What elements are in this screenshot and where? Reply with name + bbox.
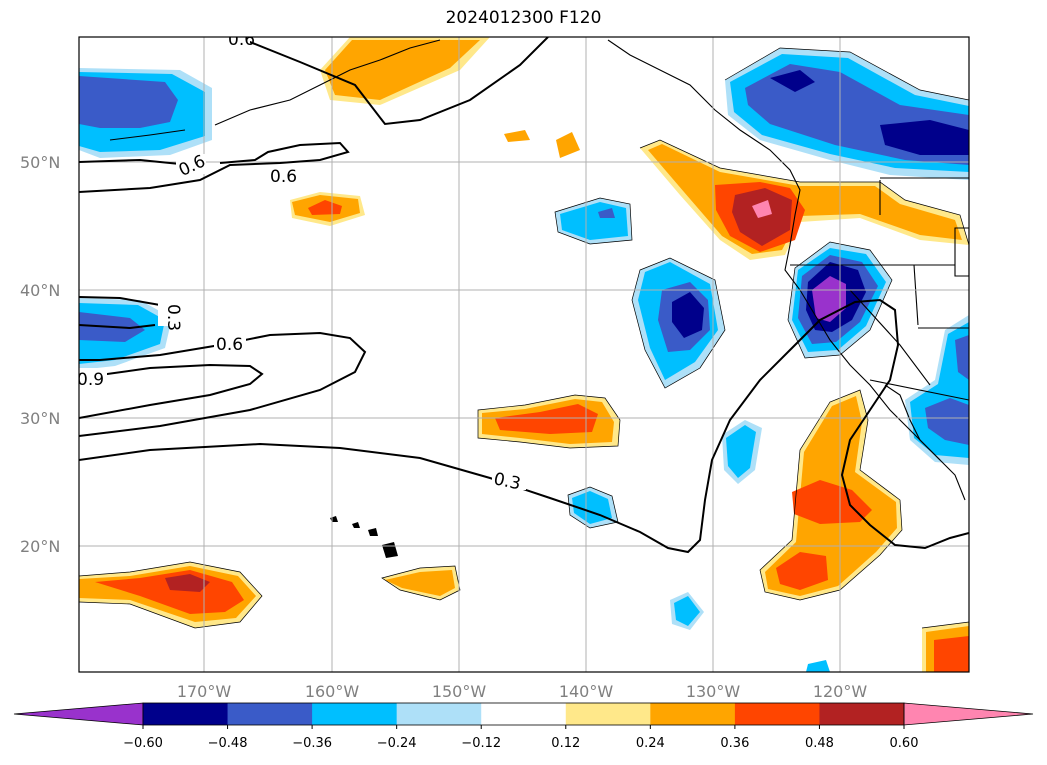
negative-region [806, 660, 830, 672]
lon-label: 170°W [177, 682, 232, 701]
contour-label: 0.3 [163, 304, 183, 331]
lat-label: 30°N [20, 409, 60, 428]
colorbar-extend-high [903, 702, 1034, 726]
negative-region [955, 335, 969, 380]
positive-region [325, 40, 480, 100]
colorbar-segment [143, 703, 229, 725]
lat-label: 40°N [20, 281, 60, 300]
positive-region [776, 552, 828, 590]
lon-label: 150°W [432, 682, 487, 701]
colorbar-segment [312, 703, 398, 725]
colorbar-tick-label: −0.60 [123, 736, 163, 751]
negative-region [726, 425, 756, 478]
colorbar-extend-low [13, 702, 144, 726]
positive-region [504, 130, 530, 142]
positive-region [385, 570, 455, 596]
lat-label: 20°N [20, 537, 60, 556]
positive-region [165, 574, 210, 592]
positive-region [308, 200, 342, 215]
lon-label: 120°W [813, 682, 868, 701]
contour-label: 0.6 [270, 167, 297, 187]
longitude-labels: 170°W 160°W 150°W 140°W 130°W 120°W [177, 682, 868, 701]
negative-region [925, 398, 969, 445]
positive-region [934, 636, 969, 672]
negative-region [598, 208, 615, 218]
colorbar [13, 702, 1034, 726]
colorbar-segment [481, 703, 567, 725]
lon-label: 160°W [305, 682, 360, 701]
negative-region [770, 70, 815, 92]
positive-region [556, 132, 580, 158]
positive-region [792, 480, 872, 524]
colorbar-segment [734, 703, 820, 725]
gridlines [79, 37, 969, 672]
positive-region [752, 200, 772, 218]
lon-label: 140°W [559, 682, 614, 701]
colorbar-tick-label: −0.24 [377, 736, 417, 751]
colorbar-tick-label: −0.12 [461, 736, 501, 751]
colorbar-segment [396, 703, 482, 725]
colorbar-tick-label: 0.60 [890, 736, 919, 751]
colorbar-ticks: −0.60 −0.48 −0.36 −0.24 −0.12 0.12 0.24 0.36 0.4… [123, 725, 918, 751]
coastlines [109, 39, 969, 501]
colorbar-segment [650, 703, 736, 725]
filled-outlines [79, 47, 969, 629]
colorbar-segment [227, 703, 313, 725]
negative-region [672, 292, 704, 338]
colorbar-tick-label: 0.12 [551, 736, 580, 751]
positive-region [495, 404, 598, 434]
contour-label: 0.6 [216, 335, 243, 355]
colorbar-tick-label: 0.48 [805, 736, 834, 751]
colorbar-tick-label: −0.48 [208, 736, 248, 751]
colorbar-frame [142, 702, 905, 726]
map-area: 0.6 0.6 0.6 0.3 0.9 0.3 0.6 [77, 30, 969, 672]
contour-label: 0.9 [77, 370, 104, 390]
chart-title: 2024012300 F120 [445, 8, 602, 28]
colorbar-segment [565, 703, 651, 725]
negative-region [880, 120, 969, 155]
lat-label: 50°N [20, 153, 60, 172]
colorbar-tick-label: −0.36 [292, 736, 332, 751]
negative-region [674, 596, 700, 626]
lon-label: 130°W [686, 682, 741, 701]
map-frame [78, 36, 970, 673]
negative-region [79, 76, 178, 128]
contour-labels: 0.6 0.6 0.6 0.3 0.9 0.3 0.6 [77, 30, 526, 494]
colorbar-tick-label: 0.36 [720, 736, 749, 751]
contour-label: 0.6 [228, 30, 255, 50]
colorbar-segment [819, 703, 905, 725]
positive-region [732, 188, 792, 246]
colorbar-tick-label: 0.24 [636, 736, 665, 751]
latitude-labels: 50°N 40°N 30°N 20°N [20, 153, 60, 556]
